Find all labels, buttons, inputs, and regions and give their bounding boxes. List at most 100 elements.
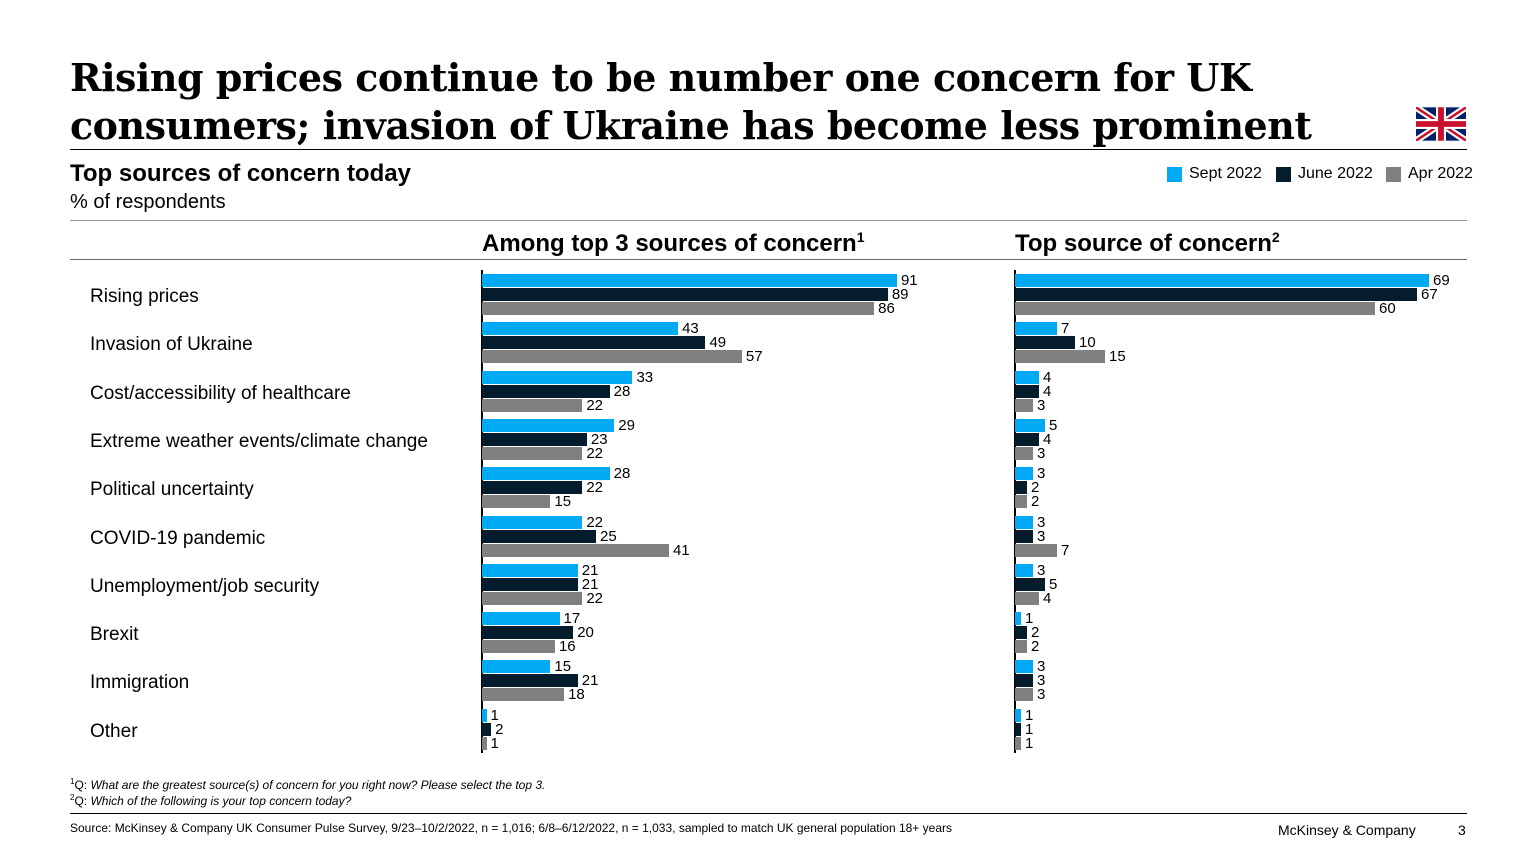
bar <box>1015 708 1021 722</box>
bar <box>1015 288 1417 301</box>
data-label: 3 <box>1037 396 1046 414</box>
bar <box>482 350 742 364</box>
y-axis <box>481 270 483 753</box>
bar <box>482 612 560 626</box>
data-label: 15 <box>1109 348 1126 366</box>
legend-swatch <box>1276 166 1291 182</box>
data-label: 3 <box>1037 672 1046 690</box>
data-label: 18 <box>568 686 585 704</box>
data-label: 22 <box>586 396 603 414</box>
data-label: 15 <box>554 493 572 511</box>
category-label: Cost/accessibility of healthcare <box>90 382 351 404</box>
data-label: 1 <box>1025 720 1034 738</box>
divider <box>70 149 1467 150</box>
bar <box>482 591 583 605</box>
data-label: 43 <box>682 320 699 338</box>
data-label: 22 <box>586 444 603 462</box>
bar <box>482 418 615 432</box>
data-label: 3 <box>1037 444 1046 462</box>
bar <box>1015 495 1027 509</box>
category-label: COVID-19 pandemic <box>90 527 266 549</box>
legend-swatch <box>1386 166 1401 182</box>
data-label: 7 <box>1061 541 1070 559</box>
bar <box>1015 418 1045 432</box>
data-label: 16 <box>558 638 576 656</box>
data-label: 4 <box>1043 382 1052 400</box>
bar <box>482 543 669 557</box>
legend-item: Sept 2022 <box>1167 165 1262 183</box>
category-label: Unemployment/job security <box>90 575 320 597</box>
bar <box>482 688 565 702</box>
bar <box>1015 515 1033 529</box>
bar <box>1015 350 1105 364</box>
y-axis <box>1014 270 1016 753</box>
data-label: 2 <box>1031 479 1040 497</box>
data-label: 33 <box>636 368 654 386</box>
uk-flag-icon <box>1416 107 1466 141</box>
bar <box>482 563 578 577</box>
bar <box>482 736 487 750</box>
bar <box>482 336 706 350</box>
bar <box>1015 640 1027 654</box>
panel-title-top3: Among top 3 sources of concern1 <box>482 229 865 257</box>
data-label: 67 <box>1421 286 1438 303</box>
bar <box>1015 432 1039 446</box>
data-label: 1 <box>490 706 499 724</box>
bar <box>1015 612 1021 626</box>
data-label: 1 <box>1025 610 1034 628</box>
bar <box>482 432 587 446</box>
data-label: 7 <box>1061 320 1070 338</box>
data-label: 29 <box>618 416 635 434</box>
bar <box>1015 446 1033 460</box>
bar <box>482 302 875 315</box>
legend-label: Sept 2022 <box>1189 165 1262 182</box>
bar <box>1015 563 1033 577</box>
data-label: 28 <box>613 465 631 483</box>
data-label: 22 <box>586 513 603 531</box>
data-label: 22 <box>586 589 603 607</box>
data-label: 1 <box>490 734 499 752</box>
bar <box>1015 384 1039 398</box>
bar <box>482 446 583 460</box>
bar <box>1015 467 1033 481</box>
bar <box>1015 660 1033 674</box>
bar <box>482 467 610 481</box>
unit-label: % of respondents <box>70 191 226 213</box>
data-label: 20 <box>577 624 594 642</box>
data-label: 57 <box>745 348 763 366</box>
data-label: 4 <box>1043 430 1052 448</box>
bar <box>1015 398 1033 412</box>
bar <box>1015 274 1429 287</box>
data-label: 69 <box>1433 272 1450 289</box>
data-label: 3 <box>1037 658 1046 676</box>
bar <box>1015 674 1033 688</box>
legend-label: June 2022 <box>1298 165 1373 182</box>
bar <box>482 577 578 591</box>
bar <box>1015 736 1021 750</box>
data-label: 86 <box>878 300 895 317</box>
bar <box>482 708 487 722</box>
category-label: Other <box>90 720 138 742</box>
bar <box>1015 591 1039 605</box>
source-note: Source: McKinsey & Company UK Consumer P… <box>70 821 952 835</box>
data-label: 15 <box>554 658 572 676</box>
data-label: 3 <box>1037 465 1046 483</box>
category-label: Immigration <box>90 672 190 694</box>
data-label: 2 <box>1031 493 1040 511</box>
data-label: 5 <box>1049 416 1058 434</box>
divider <box>70 813 1467 814</box>
category-label: Political uncertainty <box>90 479 254 501</box>
bar <box>1015 302 1375 315</box>
legend-item: Apr 2022 <box>1386 165 1473 183</box>
chart-subtitle: Top sources of concern today <box>70 160 411 187</box>
data-label: 25 <box>600 527 617 545</box>
bar <box>482 370 633 384</box>
bar <box>1015 529 1033 543</box>
data-label: 3 <box>1037 527 1046 545</box>
bar <box>482 288 888 301</box>
data-label: 1 <box>1025 734 1034 752</box>
data-label: 3 <box>1037 513 1046 531</box>
bar <box>1015 336 1075 350</box>
category-label: Brexit <box>90 624 139 646</box>
